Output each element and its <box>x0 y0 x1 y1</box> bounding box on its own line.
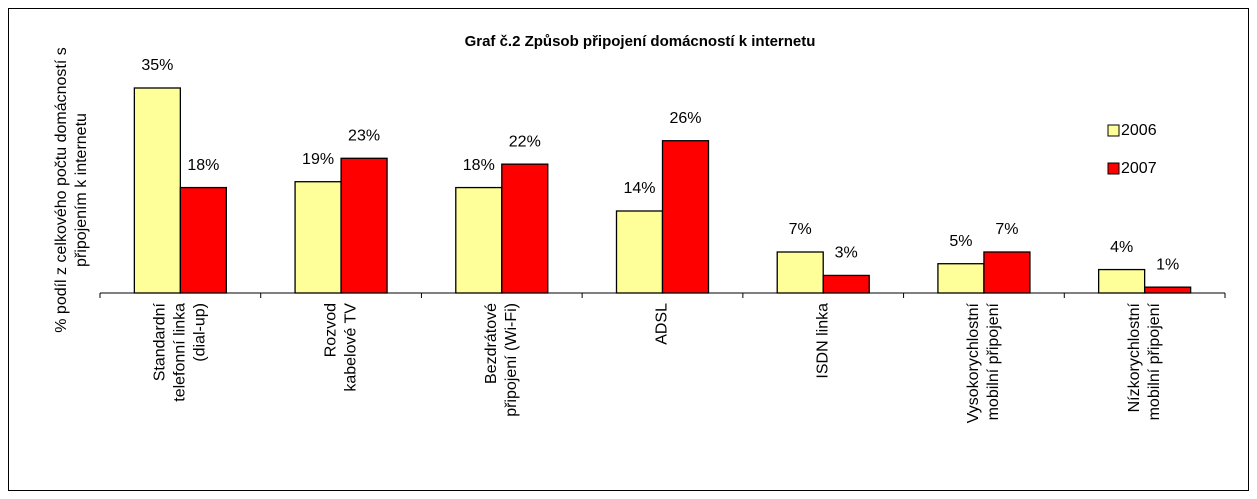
bar <box>501 163 549 294</box>
data-label: 5% <box>949 233 972 250</box>
bar <box>1143 286 1192 294</box>
x-tick-label: ADSL <box>654 303 671 345</box>
bar <box>294 181 342 294</box>
data-label: 18% <box>187 157 219 174</box>
bar <box>937 263 985 294</box>
x-tick-label: Bezdrátové <box>483 303 500 384</box>
data-label: 7% <box>995 221 1018 238</box>
x-tick-label: Nízkorychlostní <box>1126 302 1143 412</box>
bar <box>133 87 182 294</box>
data-label: 23% <box>348 128 380 145</box>
data-label: 14% <box>623 180 655 197</box>
legend-swatch <box>1107 162 1120 175</box>
bar <box>1097 268 1146 294</box>
bar <box>179 186 228 294</box>
data-label: 22% <box>509 133 541 150</box>
x-tick-label: Vysokorychlostní <box>965 302 982 423</box>
x-tick-label: mobilní připojení <box>985 302 1002 420</box>
data-label: 7% <box>789 221 812 238</box>
x-tick-label: ISDN linka <box>814 303 831 379</box>
data-label: 3% <box>835 245 858 262</box>
data-label: 18% <box>463 157 495 174</box>
bar <box>615 210 664 294</box>
x-tick-label: kabelové TV <box>342 303 359 392</box>
bar <box>822 274 870 294</box>
data-label: 1% <box>1156 256 1179 273</box>
y-axis-label: připojením k internetu <box>73 113 90 267</box>
data-label: 4% <box>1110 239 1133 256</box>
legend-swatch <box>1107 124 1120 137</box>
y-axis-label: % podíl z celkového počtu domácností s <box>53 47 70 333</box>
bar <box>340 157 388 294</box>
chart-title: Graf č.2 Způsob připojení domácností k i… <box>465 33 816 50</box>
x-tick-label: připojení (Wi-Fi) <box>503 303 520 417</box>
bar <box>983 251 1031 294</box>
bar <box>776 251 824 294</box>
legend-label: 2006 <box>1121 122 1157 139</box>
legend-label: 2007 <box>1121 160 1157 177</box>
bar <box>661 140 710 294</box>
x-tick-label: telefonní linka <box>172 303 189 402</box>
data-label: 26% <box>669 110 701 127</box>
data-label: 19% <box>302 151 334 168</box>
bar <box>455 186 503 294</box>
data-label: 35% <box>141 57 173 74</box>
x-tick-label: mobilní připojení <box>1146 302 1163 420</box>
x-tick-label: (dial-up) <box>192 303 209 362</box>
x-tick-label: Rozvod <box>322 303 339 357</box>
x-tick-label: Standardní <box>152 302 169 381</box>
